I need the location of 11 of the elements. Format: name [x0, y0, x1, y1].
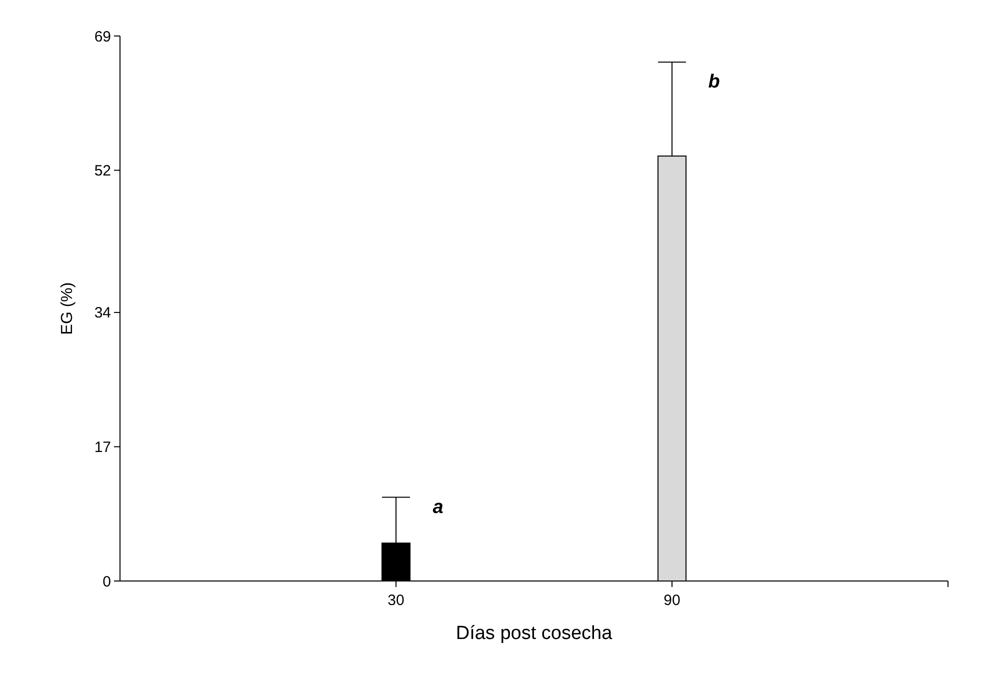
y-tick-label: 17: [94, 438, 111, 456]
y-tick-label: 69: [94, 28, 111, 46]
y-tick-label: 34: [94, 304, 111, 322]
y-axis-title: EG (%): [59, 282, 76, 335]
annotation: b: [708, 72, 720, 93]
y-tick-label: 0: [102, 573, 111, 590]
y-tick-label: 52: [94, 162, 111, 180]
x-tick-label: 30: [388, 592, 404, 609]
x-tick-label: 90: [664, 592, 680, 609]
x-axis-title: Días post cosecha: [456, 623, 613, 644]
annotation: a: [432, 497, 444, 518]
